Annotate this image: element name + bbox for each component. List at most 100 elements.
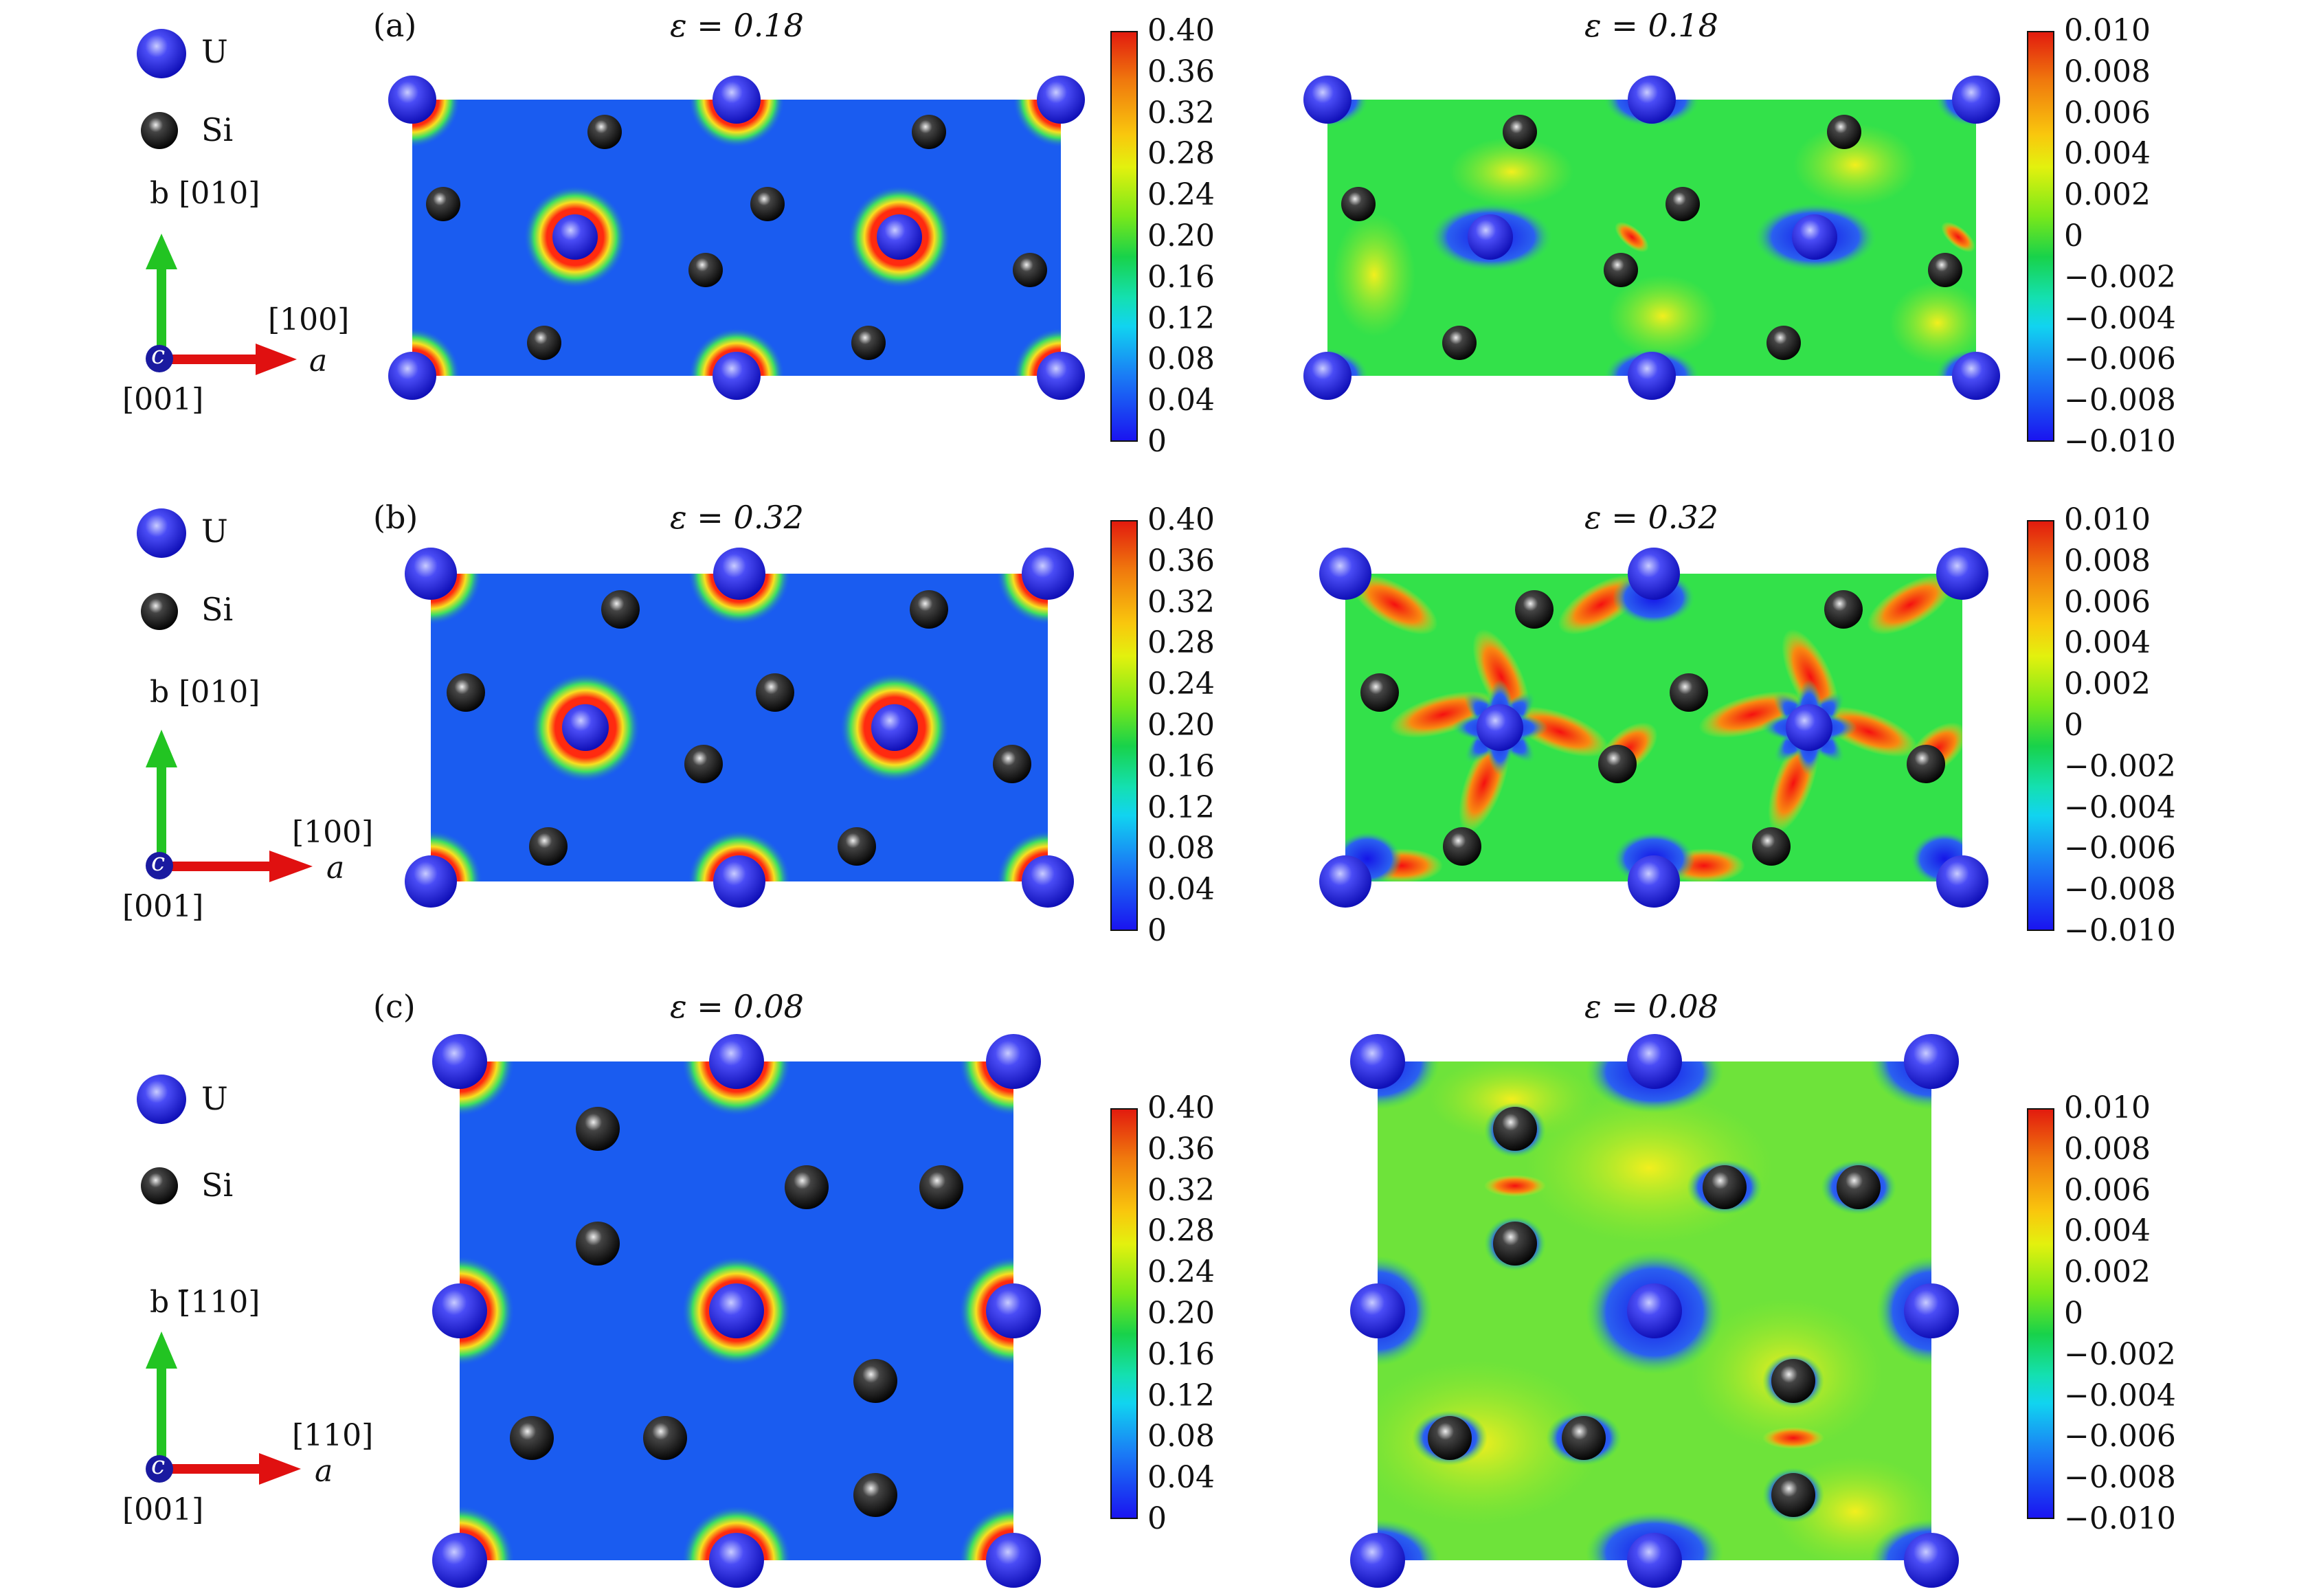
colorbar-density-a [1110, 31, 1138, 442]
axis-a-direction: [100] [268, 302, 350, 337]
strain-title-a-left: ε = 0.18 [670, 7, 804, 44]
colorbar-density-b [1110, 520, 1138, 931]
colorbar-density-tick: 0.08 [1147, 831, 1215, 866]
colorbar-difference-tick: −0.008 [2064, 872, 2176, 908]
silicon-atom-icon [141, 112, 178, 149]
colorbar-difference-b [2027, 520, 2054, 931]
atoms-c-left [432, 1034, 1041, 1588]
axis-c-label: c [151, 1452, 166, 1480]
axis-b-label: b [010] [150, 176, 260, 211]
difference-map-b [1196, 508, 2010, 950]
atoms-b-left [405, 548, 1074, 908]
colorbar-difference-tick: −0.002 [2064, 1336, 2176, 1372]
strain-title-c-left: ε = 0.08 [670, 988, 804, 1025]
colorbar-density-c [1110, 1108, 1138, 1519]
colorbar-difference-tick: 0.004 [2064, 1213, 2151, 1249]
colorbar-difference-tick: 0.006 [2064, 584, 2151, 620]
colorbar-density-tick: 0.20 [1147, 1296, 1215, 1331]
colorbar-difference-tick: 0.010 [2064, 1090, 2151, 1125]
colorbar-density-tick: 0.20 [1147, 218, 1215, 254]
legend-uranium-label: U [201, 33, 228, 70]
panel-label-b: (b) [373, 499, 418, 536]
colorbar-density-tick: 0.04 [1147, 383, 1215, 418]
colorbar-difference-tick: 0.002 [2064, 666, 2151, 702]
axis-c-direction: [001] [122, 889, 204, 924]
colorbar-density-tick: 0.36 [1147, 543, 1215, 578]
uranium-atom-icon [137, 29, 186, 78]
difference-map-c [1196, 996, 2021, 1596]
colorbar-density-tick: 0.04 [1147, 1460, 1215, 1496]
colorbar-difference-tick: 0 [2064, 708, 2083, 743]
colorbar-difference-tick: −0.008 [2064, 1460, 2176, 1496]
colorbar-density-tick: 0.12 [1147, 1378, 1215, 1413]
axis-b-label: b [̄110] [150, 1285, 260, 1320]
colorbar-difference-tick: 0.008 [2064, 1131, 2151, 1167]
colorbar-density-tick: 0.20 [1147, 708, 1215, 743]
silicon-atom-icon [141, 1167, 178, 1204]
colorbar-density-tick: 0.28 [1147, 1213, 1215, 1249]
colorbar-difference-tick: 0.008 [2064, 543, 2151, 578]
colorbar-difference-tick: −0.006 [2064, 341, 2176, 377]
colorbar-difference-tick: 0.002 [2064, 1255, 2151, 1290]
silicon-atom-icon [141, 593, 178, 630]
colorbar-density-tick: 0.32 [1147, 1172, 1215, 1208]
legend-silicon-label: Si [201, 591, 234, 628]
colorbar-density-tick: 0 [1147, 424, 1167, 459]
colorbar-density-tick: 0.40 [1147, 1090, 1215, 1125]
colorbar-difference-tick: 0.002 [2064, 177, 2151, 213]
colorbar-difference-tick: −0.010 [2064, 1501, 2176, 1536]
axis-a-label: a [326, 851, 345, 886]
panel-label-a: (a) [373, 7, 417, 44]
axis-c-label: c [151, 341, 166, 370]
colorbar-density-tick: 0.12 [1147, 300, 1215, 336]
colorbar-difference-tick: 0.004 [2064, 625, 2151, 661]
axis-c-label: c [151, 848, 166, 877]
colorbar-difference-tick: 0.006 [2064, 1172, 2151, 1208]
colorbar-density-tick: 0.36 [1147, 1131, 1215, 1167]
atoms-b-right [1319, 548, 1988, 908]
colorbar-density-tick: 0.28 [1147, 625, 1215, 661]
colorbar-density-tick: 0 [1147, 913, 1167, 948]
colorbar-density-tick: 0.04 [1147, 872, 1215, 908]
atoms-a-left [388, 76, 1085, 400]
colorbar-difference-tick: −0.006 [2064, 1419, 2176, 1454]
uranium-atom-icon [137, 1075, 186, 1124]
uranium-atom-icon [137, 508, 186, 558]
axis-a-direction: [100] [292, 815, 374, 850]
colorbar-density-tick: 0.40 [1147, 502, 1215, 537]
colorbar-density-tick: 0.08 [1147, 1419, 1215, 1454]
colorbar-difference-tick: 0.010 [2064, 502, 2151, 537]
colorbar-difference-tick: −0.010 [2064, 913, 2176, 948]
panel-label-c: (c) [373, 988, 416, 1025]
colorbar-difference-tick: 0.008 [2064, 54, 2151, 89]
colorbar-difference-tick: 0 [2064, 1296, 2083, 1331]
strain-title-b-left: ε = 0.32 [670, 499, 804, 536]
legend-silicon-label: Si [201, 111, 234, 148]
colorbar-density-tick: 0.32 [1147, 95, 1215, 131]
legend-uranium-label: U [201, 513, 228, 550]
axis-c-direction: [001] [122, 382, 204, 417]
colorbar-difference-tick: −0.008 [2064, 383, 2176, 418]
axis-triad-c [146, 1331, 301, 1485]
axis-a-direction: [110] [292, 1418, 374, 1453]
colorbar-density-tick: 0.28 [1147, 136, 1215, 172]
atoms-c-right [1350, 1034, 1959, 1588]
atoms-a-right [1303, 76, 2000, 400]
axis-triad-a [146, 234, 297, 375]
colorbar-density-tick: 0.16 [1147, 259, 1215, 295]
legend-uranium-label: U [201, 1080, 228, 1117]
axis-b-label: b [010] [150, 675, 260, 710]
colorbar-difference-tick: −0.004 [2064, 1378, 2176, 1413]
axis-triad-b [146, 730, 313, 882]
colorbar-density-tick: 0.16 [1147, 748, 1215, 784]
colorbar-density-tick: 0.24 [1147, 666, 1215, 702]
difference-map-a [1168, 0, 2024, 481]
colorbar-difference-tick: 0.006 [2064, 95, 2151, 131]
colorbar-difference-tick: 0 [2064, 218, 2083, 254]
colorbar-difference-tick: 0.010 [2064, 13, 2151, 48]
colorbar-difference-tick: −0.002 [2064, 748, 2176, 784]
axis-a-label: a [309, 344, 328, 379]
colorbar-density-tick: 0 [1147, 1501, 1167, 1536]
colorbar-density-tick: 0.32 [1147, 584, 1215, 620]
